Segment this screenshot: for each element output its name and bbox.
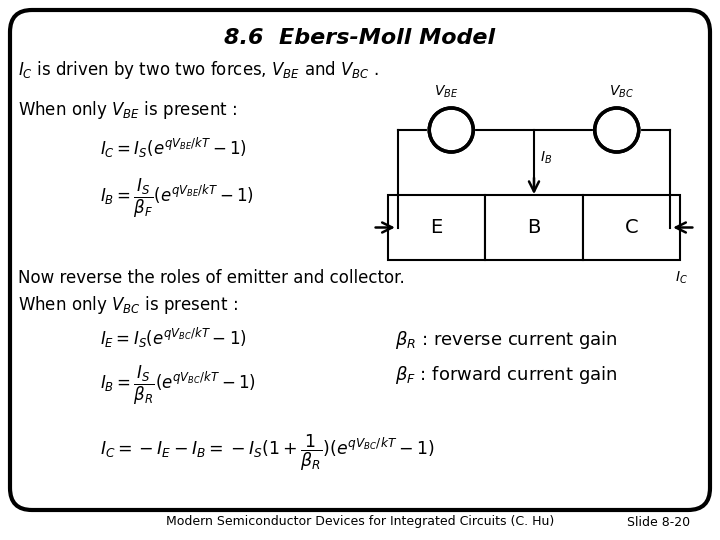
Text: B: B: [527, 218, 541, 237]
Text: $I_C = I_S(e^{qV_{BE}/kT}-1)$: $I_C = I_S(e^{qV_{BE}/kT}-1)$: [100, 136, 247, 160]
Bar: [582, 195, 680, 260]
Text: When only $V_{BE}$ is present :: When only $V_{BE}$ is present :: [18, 99, 237, 121]
FancyBboxPatch shape: [10, 10, 710, 510]
Text: $I_E = I_S(e^{qV_{BC}/kT}-1)$: $I_E = I_S(e^{qV_{BC}/kT}-1)$: [100, 326, 247, 350]
Text: $\beta_F$ : forward current gain: $\beta_F$ : forward current gain: [395, 364, 618, 386]
Text: $V_{BC}$: $V_{BC}$: [609, 84, 634, 100]
Text: C: C: [624, 218, 638, 237]
Text: $I_C = -I_E - I_B = -I_S(1+\dfrac{1}{\beta_R})(e^{qV_{BC}/kT}-1)$: $I_C = -I_E - I_B = -I_S(1+\dfrac{1}{\be…: [100, 433, 435, 473]
Text: $I_B = \dfrac{I_S}{\beta_F}(e^{qV_{BE}/kT}-1)$: $I_B = \dfrac{I_S}{\beta_F}(e^{qV_{BE}/k…: [100, 177, 254, 220]
Bar: [485, 195, 582, 260]
Text: $I_B = \dfrac{I_S}{\beta_R}(e^{qV_{BC}/kT}-1)$: $I_B = \dfrac{I_S}{\beta_R}(e^{qV_{BC}/k…: [100, 363, 256, 407]
Bar: [388, 195, 485, 260]
Text: When only $V_{BC}$ is present :: When only $V_{BC}$ is present :: [18, 294, 238, 316]
Text: 8.6  Ebers-Moll Model: 8.6 Ebers-Moll Model: [225, 28, 495, 48]
Text: Now reverse the roles of emitter and collector.: Now reverse the roles of emitter and col…: [18, 269, 405, 287]
Circle shape: [429, 108, 473, 152]
Text: $I_C$ is driven by two two forces, $V_{BE}$ and $V_{BC}$ .: $I_C$ is driven by two two forces, $V_{B…: [18, 59, 379, 81]
Text: $I_B$: $I_B$: [540, 150, 552, 166]
Text: Modern Semiconductor Devices for Integrated Circuits (C. Hu): Modern Semiconductor Devices for Integra…: [166, 516, 554, 529]
Text: $\beta_R$ : reverse current gain: $\beta_R$ : reverse current gain: [395, 329, 618, 351]
Text: $I_C$: $I_C$: [675, 270, 688, 286]
Text: Slide 8-20: Slide 8-20: [627, 516, 690, 529]
Text: $V_{BE}$: $V_{BE}$: [434, 84, 459, 100]
Circle shape: [595, 108, 639, 152]
Text: E: E: [431, 218, 443, 237]
